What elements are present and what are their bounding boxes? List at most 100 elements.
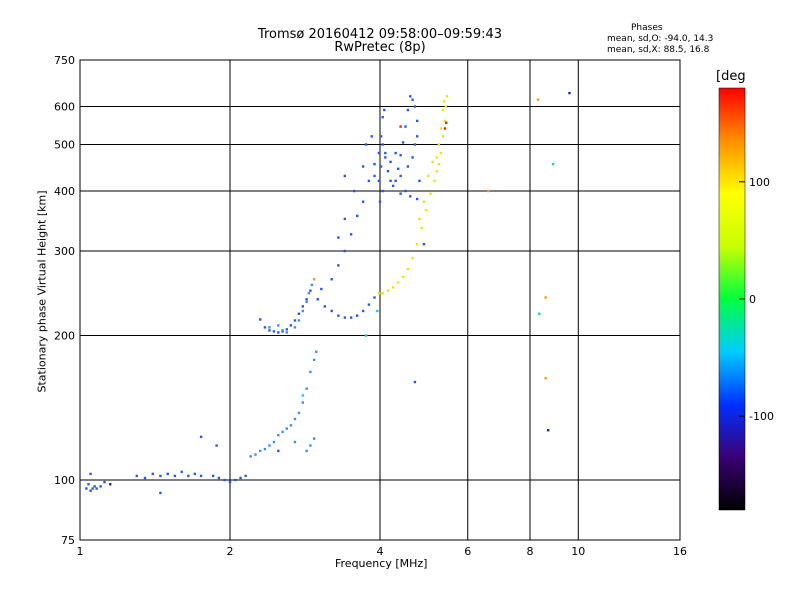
colorbar-tick-label: -100 xyxy=(749,410,774,423)
data-point xyxy=(411,98,414,101)
x-tick-label: 16 xyxy=(673,545,687,558)
data-point xyxy=(411,256,414,260)
data-point xyxy=(378,200,382,203)
data-point xyxy=(103,480,106,484)
data-point xyxy=(431,160,434,164)
data-point xyxy=(439,151,443,155)
data-point xyxy=(211,474,215,478)
data-point xyxy=(367,303,371,306)
data-point xyxy=(297,319,301,322)
data-point xyxy=(415,197,419,201)
data-point xyxy=(312,358,316,362)
data-point xyxy=(435,169,438,173)
data-point xyxy=(373,296,376,299)
data-point xyxy=(409,95,412,98)
data-point xyxy=(544,376,547,380)
data-point xyxy=(399,154,402,157)
data-point xyxy=(406,165,410,168)
data-point xyxy=(435,156,438,159)
data-point xyxy=(411,156,414,159)
data-point xyxy=(316,298,319,301)
data-point xyxy=(281,329,284,332)
data-point xyxy=(109,483,112,486)
data-point xyxy=(377,179,381,183)
data-point xyxy=(297,312,301,315)
y-tick-labels: 75 100 200 300 400 500 600 750 xyxy=(54,54,75,547)
x-tick-label: 1 xyxy=(77,545,84,558)
data-point xyxy=(568,91,571,95)
data-point xyxy=(228,480,232,484)
data-point xyxy=(293,319,297,322)
data-point xyxy=(370,135,373,138)
data-point xyxy=(399,125,402,128)
data-point xyxy=(487,189,490,193)
data-point xyxy=(546,429,550,432)
data-point xyxy=(307,292,311,295)
colorbar-tick-label: 100 xyxy=(749,176,770,189)
data-point xyxy=(349,316,353,319)
stats-o-line: mean, sd,O: -94.0, 14.3 xyxy=(607,34,714,44)
data-point xyxy=(443,127,447,130)
data-point xyxy=(309,444,312,447)
data-point xyxy=(361,165,365,168)
data-point xyxy=(381,116,384,119)
data-point xyxy=(396,167,400,171)
data-point xyxy=(361,200,365,203)
data-point xyxy=(330,278,333,281)
y-tick-label: 300 xyxy=(54,245,75,258)
data-point xyxy=(330,309,333,313)
data-point xyxy=(215,444,218,447)
data-point xyxy=(386,289,390,292)
data-point xyxy=(259,318,262,321)
data-point xyxy=(413,105,417,108)
data-point xyxy=(254,453,257,456)
x-tick-label: 4 xyxy=(377,545,384,558)
data-point xyxy=(277,433,280,437)
data-point xyxy=(367,179,371,183)
data-point xyxy=(293,326,297,329)
data-point xyxy=(420,226,423,230)
y-tick-label: 400 xyxy=(54,185,75,198)
y-tick-label: 200 xyxy=(54,330,75,343)
data-point xyxy=(444,105,447,108)
data-point xyxy=(91,487,94,490)
y-tick-label: 600 xyxy=(54,101,75,114)
data-point xyxy=(429,192,432,195)
data-point xyxy=(315,350,318,353)
stats-header: Phases xyxy=(631,23,663,33)
data-point xyxy=(394,179,397,183)
data-point xyxy=(551,162,555,166)
data-point xyxy=(159,491,162,495)
data-point xyxy=(441,108,445,112)
colorbar-tick-label: 0 xyxy=(749,293,756,306)
data-point xyxy=(193,472,197,476)
data-point xyxy=(401,275,405,279)
data-point xyxy=(234,478,237,482)
data-point xyxy=(443,119,447,123)
x-tick-label: 10 xyxy=(571,545,585,558)
data-point xyxy=(263,326,267,329)
data-point xyxy=(309,370,312,374)
data-point xyxy=(404,189,407,193)
data-point xyxy=(312,437,316,440)
data-point xyxy=(413,143,417,146)
y-tick-label: 75 xyxy=(61,534,75,547)
data-point xyxy=(439,127,443,130)
data-point xyxy=(406,267,410,271)
data-point xyxy=(285,427,288,430)
data-point xyxy=(320,287,323,291)
data-point xyxy=(285,331,288,334)
data-point xyxy=(305,298,308,301)
data-point xyxy=(99,485,102,488)
data-point xyxy=(424,208,428,212)
data-point xyxy=(285,328,288,331)
data-point xyxy=(268,329,271,332)
x-axis-label: Frequency [MHz] xyxy=(335,557,428,570)
chart-subtitle: RwPretec (8p) xyxy=(334,40,426,55)
x-tick-label: 2 xyxy=(227,545,234,558)
data-point xyxy=(377,292,381,295)
data-point xyxy=(337,264,340,267)
data-point xyxy=(297,411,301,415)
data-point xyxy=(159,474,162,478)
data-point xyxy=(89,489,92,492)
